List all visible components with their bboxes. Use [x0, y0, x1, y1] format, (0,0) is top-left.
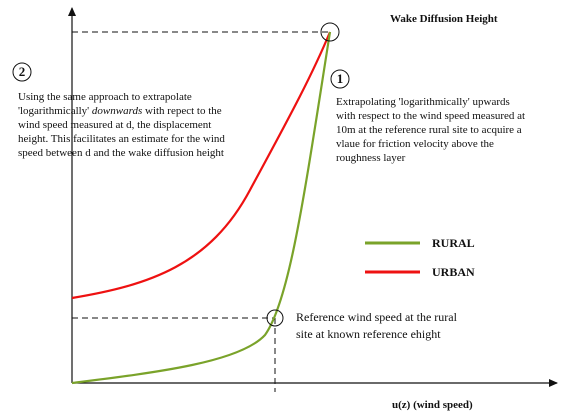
- line: 10m at the reference rural site to acqui…: [336, 124, 522, 136]
- text: 'logarithmically': [18, 105, 92, 117]
- line: 'logarithmically' downwards with repect …: [18, 105, 222, 117]
- line: height. This facilitates an estimate for…: [18, 133, 225, 145]
- line: wind speed measured at d, the displaceme…: [18, 119, 211, 131]
- legend-label: URBAN: [432, 265, 475, 279]
- marker: 2: [19, 64, 26, 79]
- line: Reference wind speed at the rural: [296, 310, 458, 324]
- rural-curve: [71, 31, 332, 385]
- annotation: Extrapolating 'logarithmically' upwards …: [336, 96, 528, 164]
- text: downwards: [92, 105, 142, 117]
- title: Wake Diffusion Height: [390, 13, 498, 25]
- line: speed between d and the wake diffusion h…: [18, 147, 224, 159]
- note: Reference wind speed at the rural site a…: [296, 310, 460, 341]
- annotation: Using the same approach to extrapolate '…: [18, 91, 228, 159]
- marker-circle: [12, 62, 32, 82]
- marker-circle: [330, 69, 350, 89]
- line: Extrapolating 'logarithmically' upwards: [336, 96, 510, 108]
- point-circle: [320, 22, 340, 42]
- line: roughness layer: [336, 152, 406, 164]
- line: site at known reference ehight: [296, 327, 441, 341]
- x-axis-label: u(z) (wind speed): [392, 399, 473, 411]
- point-circle: [266, 309, 284, 327]
- text: with repect to the: [142, 105, 222, 117]
- line: Using the same approach to extrapolate: [18, 91, 192, 103]
- legend-label: RURAL: [432, 236, 475, 250]
- marker: 1: [337, 71, 344, 86]
- urban-curve: [71, 31, 332, 300]
- line: with respect to the wind speed measured …: [336, 110, 525, 122]
- line: vlaue for friction velocity above the: [336, 138, 494, 150]
- legend: RURAL URBAN: [365, 236, 475, 279]
